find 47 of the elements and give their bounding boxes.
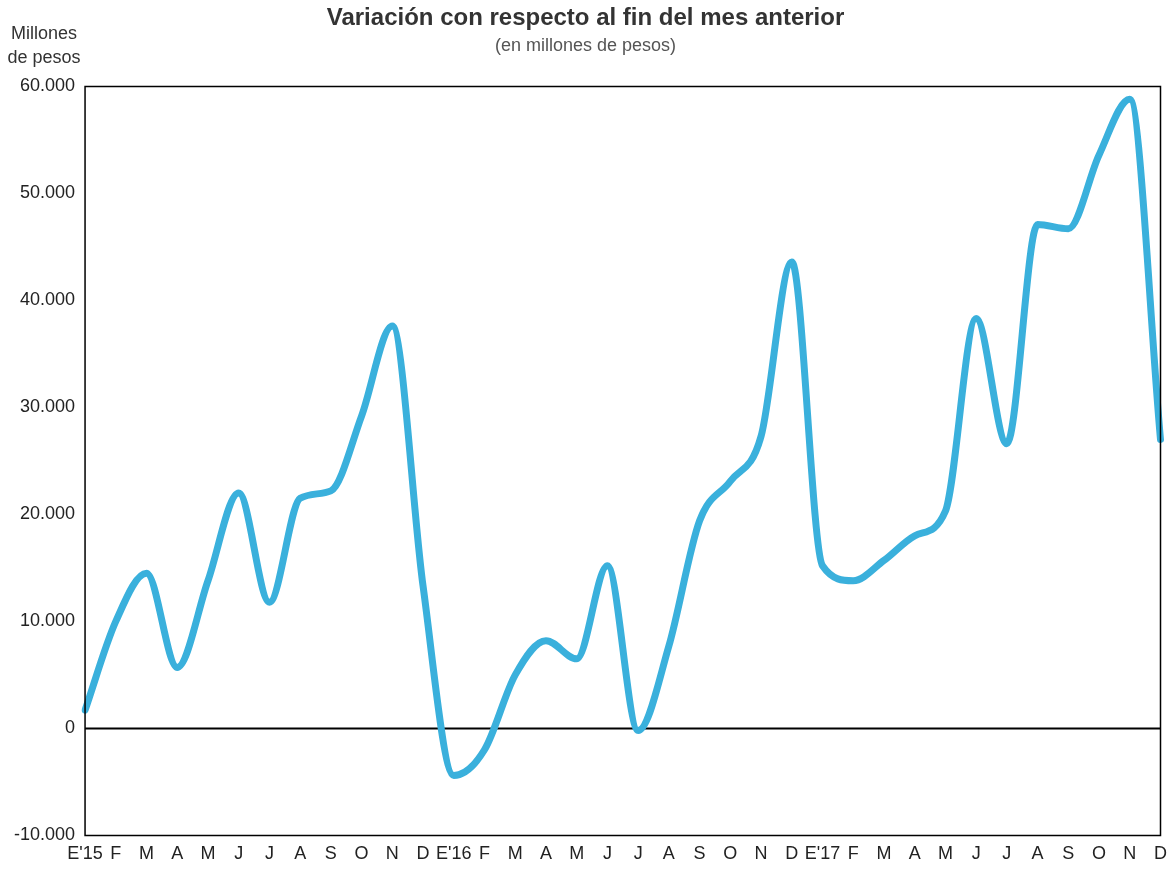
x-tick-label: D	[416, 843, 430, 864]
x-tick-label: F	[479, 843, 490, 864]
y-axis-title: Millones de pesos	[7, 22, 81, 67]
x-tick-label: A	[1031, 843, 1044, 864]
x-tick-label: A	[662, 843, 675, 864]
x-tick-label: N	[385, 843, 399, 864]
x-tick-label: M	[569, 843, 585, 864]
y-tick-label: 10.000	[19, 610, 76, 631]
x-tick-label: J	[1002, 843, 1012, 864]
y-tick-label: -10.000	[13, 824, 76, 845]
x-tick-label: O	[1092, 843, 1107, 864]
x-tick-label: O	[354, 843, 369, 864]
x-tick-label: E'16	[436, 843, 472, 864]
x-tick-label: A	[294, 843, 307, 864]
x-tick-label: N	[1123, 843, 1137, 864]
y-tick-label: 20.000	[19, 503, 76, 524]
x-tick-label: D	[1154, 843, 1167, 864]
y-tick-label: 30.000	[19, 396, 76, 417]
x-tick-label: N	[754, 843, 768, 864]
chart-subtitle: (en millones de pesos)	[494, 34, 677, 55]
x-tick-label: F	[110, 843, 122, 864]
x-tick-label: A	[908, 843, 921, 864]
chart-title: Variación con respecto al fin del mes anterior	[326, 3, 845, 31]
x-tick-label: A	[171, 843, 184, 864]
x-tick-label: S	[1062, 843, 1075, 864]
x-tick-label: J	[234, 843, 244, 864]
x-tick-label: J	[633, 843, 643, 864]
x-tick-label: J	[264, 843, 274, 864]
y-tick-label: 50.000	[19, 182, 76, 203]
x-tick-label: J	[971, 843, 981, 864]
x-tick-label: E'15	[67, 843, 103, 864]
x-tick-label: F	[847, 843, 859, 864]
x-tick-label: O	[723, 843, 738, 864]
y-tick-label: 0	[65, 717, 76, 738]
y-tick-label: 40.000	[19, 289, 76, 310]
x-tick-label: E'17	[804, 843, 841, 864]
x-tick-label: S	[324, 843, 337, 864]
x-tick-label: M	[937, 843, 953, 864]
x-tick-label: J	[602, 843, 612, 864]
y-tick-label: 60.000	[19, 75, 76, 96]
x-tick-label: M	[200, 843, 216, 864]
x-tick-label: A	[539, 843, 552, 864]
x-tick-label: M	[876, 843, 892, 864]
x-tick-label: M	[139, 843, 154, 864]
x-tick-label: S	[693, 843, 706, 864]
x-tick-label: D	[785, 843, 799, 864]
x-tick-label: M	[507, 843, 523, 864]
